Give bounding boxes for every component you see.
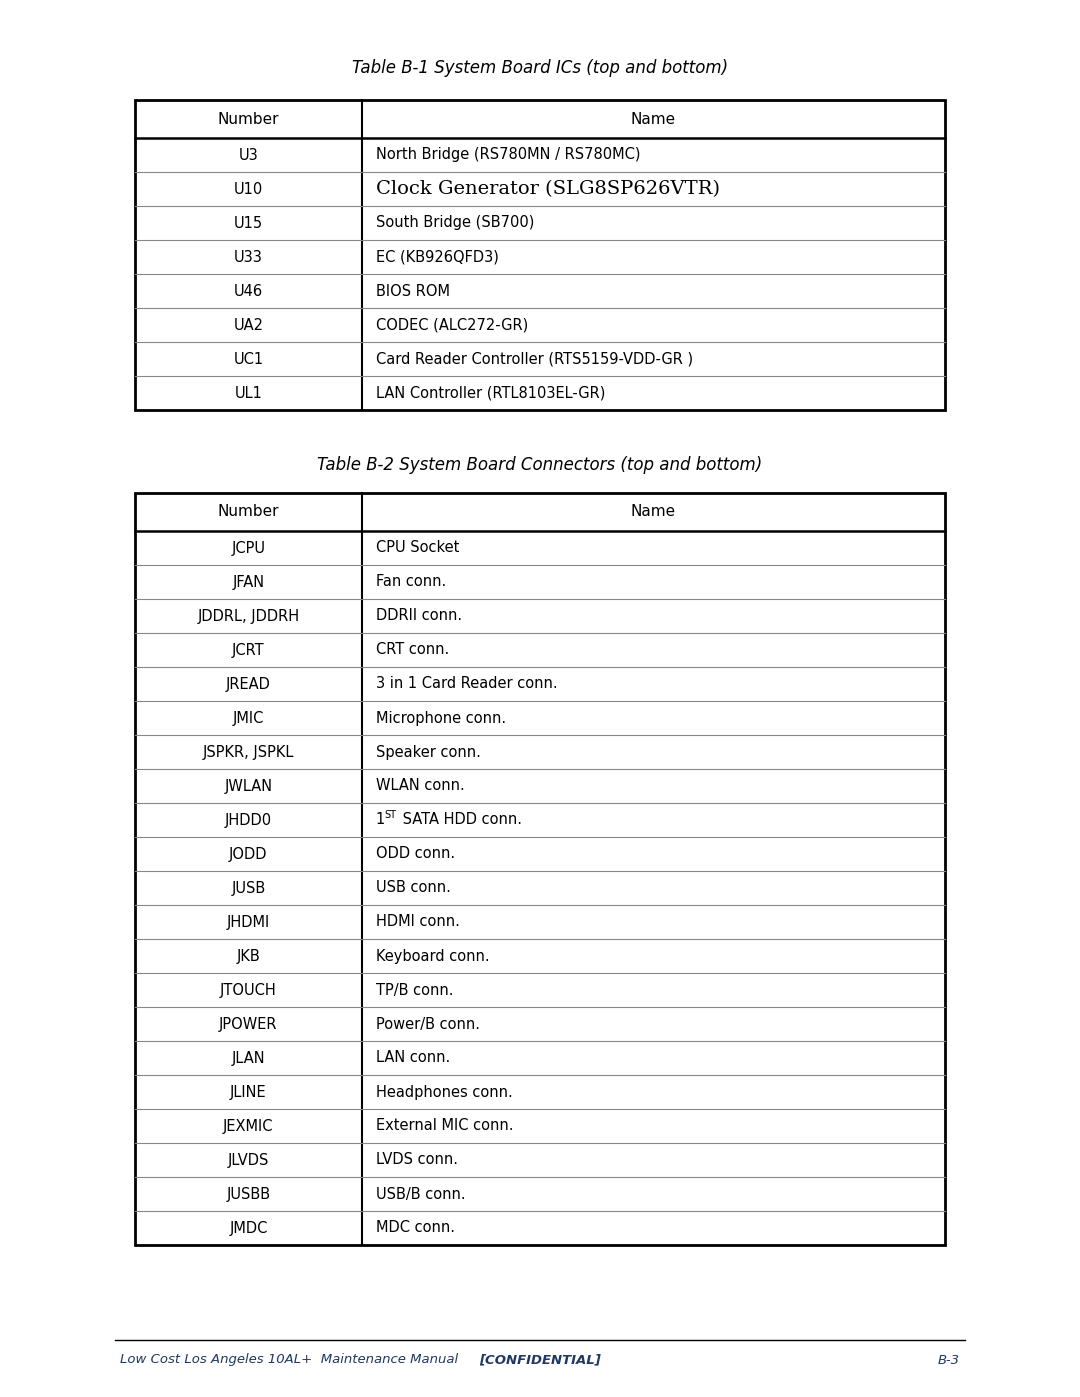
- Text: HDMI conn.: HDMI conn.: [376, 915, 460, 929]
- Text: Number: Number: [218, 112, 279, 127]
- Text: North Bridge (RS780MN / RS780MC): North Bridge (RS780MN / RS780MC): [376, 148, 640, 162]
- Text: JKB: JKB: [237, 949, 260, 964]
- Text: UL1: UL1: [234, 386, 262, 401]
- Text: 3 in 1 Card Reader conn.: 3 in 1 Card Reader conn.: [376, 676, 557, 692]
- Text: JFAN: JFAN: [232, 574, 265, 590]
- Text: WLAN conn.: WLAN conn.: [376, 778, 464, 793]
- Text: JWLAN: JWLAN: [225, 778, 272, 793]
- Text: JEXMIC: JEXMIC: [224, 1119, 273, 1133]
- Text: Fan conn.: Fan conn.: [376, 574, 446, 590]
- Text: U33: U33: [234, 250, 262, 264]
- Text: JREAD: JREAD: [226, 676, 271, 692]
- Text: LAN conn.: LAN conn.: [376, 1051, 450, 1066]
- Bar: [135, 493, 945, 1245]
- Text: Power/B conn.: Power/B conn.: [376, 1017, 480, 1031]
- Text: JDDRL, JDDRH: JDDRL, JDDRH: [198, 609, 299, 623]
- Text: U3: U3: [239, 148, 258, 162]
- Text: Card Reader Controller (RTS5159-VDD-GR ): Card Reader Controller (RTS5159-VDD-GR ): [376, 352, 693, 366]
- Bar: [135, 101, 945, 409]
- Text: [CONFIDENTIAL]: [CONFIDENTIAL]: [480, 1354, 600, 1366]
- Text: B-3: B-3: [939, 1354, 960, 1366]
- Text: 1: 1: [376, 813, 386, 827]
- Text: U10: U10: [233, 182, 264, 197]
- Text: JODD: JODD: [229, 847, 268, 862]
- Text: ST: ST: [384, 810, 397, 820]
- Text: JMIC: JMIC: [232, 711, 265, 725]
- Text: Keyboard conn.: Keyboard conn.: [376, 949, 489, 964]
- Text: USB conn.: USB conn.: [376, 880, 450, 895]
- Text: JUSBB: JUSBB: [227, 1186, 270, 1201]
- Text: Microphone conn.: Microphone conn.: [376, 711, 505, 725]
- Text: USB/B conn.: USB/B conn.: [376, 1186, 465, 1201]
- Text: Speaker conn.: Speaker conn.: [376, 745, 481, 760]
- Text: Name: Name: [631, 504, 676, 520]
- Text: UC1: UC1: [233, 352, 264, 366]
- Text: JUSB: JUSB: [231, 880, 266, 895]
- Text: CODEC (ALC272-GR): CODEC (ALC272-GR): [376, 317, 528, 332]
- Text: ODD conn.: ODD conn.: [376, 847, 455, 862]
- Text: JMDC: JMDC: [229, 1221, 268, 1235]
- Text: JPOWER: JPOWER: [219, 1017, 278, 1031]
- Text: LVDS conn.: LVDS conn.: [376, 1153, 458, 1168]
- Text: Table B-2 System Board Connectors (top and bottom): Table B-2 System Board Connectors (top a…: [318, 455, 762, 474]
- Text: JLINE: JLINE: [230, 1084, 267, 1099]
- Text: JCRT: JCRT: [232, 643, 265, 658]
- Text: South Bridge (SB700): South Bridge (SB700): [376, 215, 535, 231]
- Text: JCPU: JCPU: [231, 541, 266, 556]
- Text: JHDMI: JHDMI: [227, 915, 270, 929]
- Text: JSPKR, JSPKL: JSPKR, JSPKL: [203, 745, 294, 760]
- Text: JLVDS: JLVDS: [228, 1153, 269, 1168]
- Text: U46: U46: [234, 284, 262, 299]
- Text: U15: U15: [234, 215, 262, 231]
- Text: SATA HDD conn.: SATA HDD conn.: [397, 813, 522, 827]
- Text: EC (KB926QFD3): EC (KB926QFD3): [376, 250, 499, 264]
- Text: Table B-1 System Board ICs (top and bottom): Table B-1 System Board ICs (top and bott…: [352, 59, 728, 77]
- Text: Low Cost Los Angeles 10AL+  Maintenance Manual: Low Cost Los Angeles 10AL+ Maintenance M…: [120, 1354, 458, 1366]
- Text: DDRII conn.: DDRII conn.: [376, 609, 462, 623]
- Text: CRT conn.: CRT conn.: [376, 643, 449, 658]
- Text: Headphones conn.: Headphones conn.: [376, 1084, 513, 1099]
- Text: Name: Name: [631, 112, 676, 127]
- Text: BIOS ROM: BIOS ROM: [376, 284, 449, 299]
- Text: JLAN: JLAN: [231, 1051, 266, 1066]
- Text: LAN Controller (RTL8103EL-GR): LAN Controller (RTL8103EL-GR): [376, 386, 605, 401]
- Text: JHDD0: JHDD0: [225, 813, 272, 827]
- Text: JTOUCH: JTOUCH: [220, 982, 276, 997]
- Text: TP/B conn.: TP/B conn.: [376, 982, 454, 997]
- Text: External MIC conn.: External MIC conn.: [376, 1119, 513, 1133]
- Text: Number: Number: [218, 504, 279, 520]
- Text: Clock Generator (SLG8SP626VTR): Clock Generator (SLG8SP626VTR): [376, 180, 719, 198]
- Text: MDC conn.: MDC conn.: [376, 1221, 455, 1235]
- Text: CPU Socket: CPU Socket: [376, 541, 459, 556]
- Text: UA2: UA2: [233, 317, 264, 332]
